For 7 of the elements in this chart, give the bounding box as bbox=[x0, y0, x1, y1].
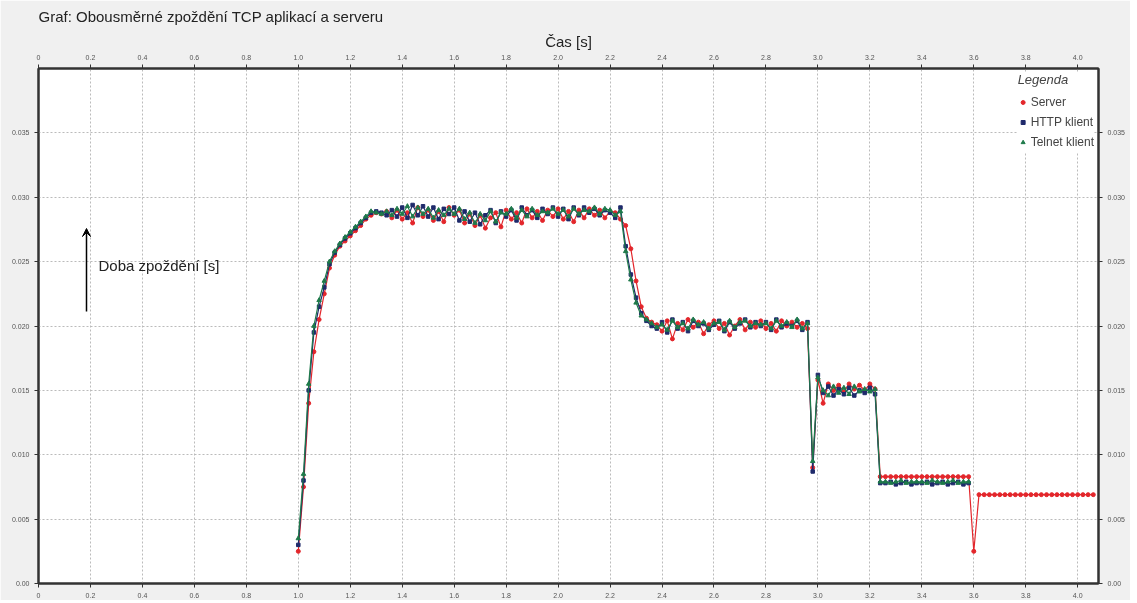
legend-title: Legenda bbox=[1017, 72, 1070, 87]
y-axis-title: Doba zpoždění [s] bbox=[98, 256, 220, 274]
legend-label: Server bbox=[1030, 95, 1066, 109]
chart-title: Graf: Obousměrné zpoždění TCP aplikací a serveru bbox=[38, 7, 384, 25]
legend-label: HTTP klient bbox=[1030, 115, 1094, 129]
x-axis-title: Čas [s] bbox=[545, 32, 592, 50]
legend-label: Telnet klient bbox=[1030, 135, 1094, 149]
